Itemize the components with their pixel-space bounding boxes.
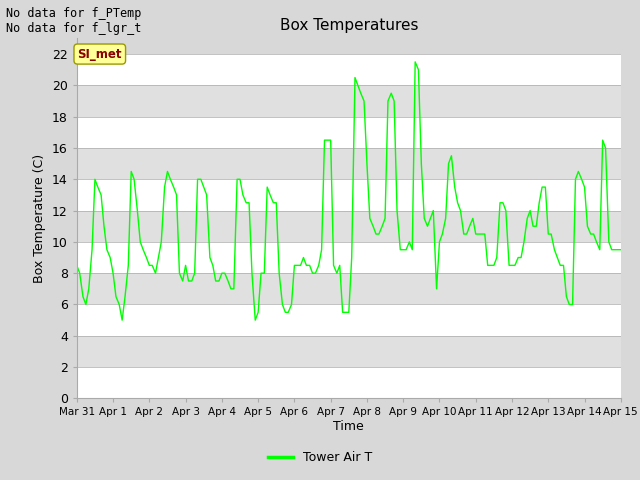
Bar <box>77 148 621 179</box>
Text: SI_met: SI_met <box>77 48 122 60</box>
Bar <box>77 117 621 148</box>
Bar <box>77 367 621 398</box>
Bar <box>77 242 621 273</box>
Bar <box>77 85 621 117</box>
Bar <box>77 211 621 242</box>
Title: Box Temperatures: Box Temperatures <box>280 18 418 33</box>
X-axis label: Time: Time <box>333 420 364 433</box>
Text: No data for f_lgr_t: No data for f_lgr_t <box>6 22 142 35</box>
Bar <box>77 273 621 304</box>
Bar <box>77 336 621 367</box>
Bar <box>77 304 621 336</box>
Bar <box>77 179 621 211</box>
Bar <box>77 54 621 85</box>
Text: No data for f_PTemp: No data for f_PTemp <box>6 7 142 20</box>
Y-axis label: Box Temperature (C): Box Temperature (C) <box>33 154 46 283</box>
Legend: Tower Air T: Tower Air T <box>263 446 377 469</box>
